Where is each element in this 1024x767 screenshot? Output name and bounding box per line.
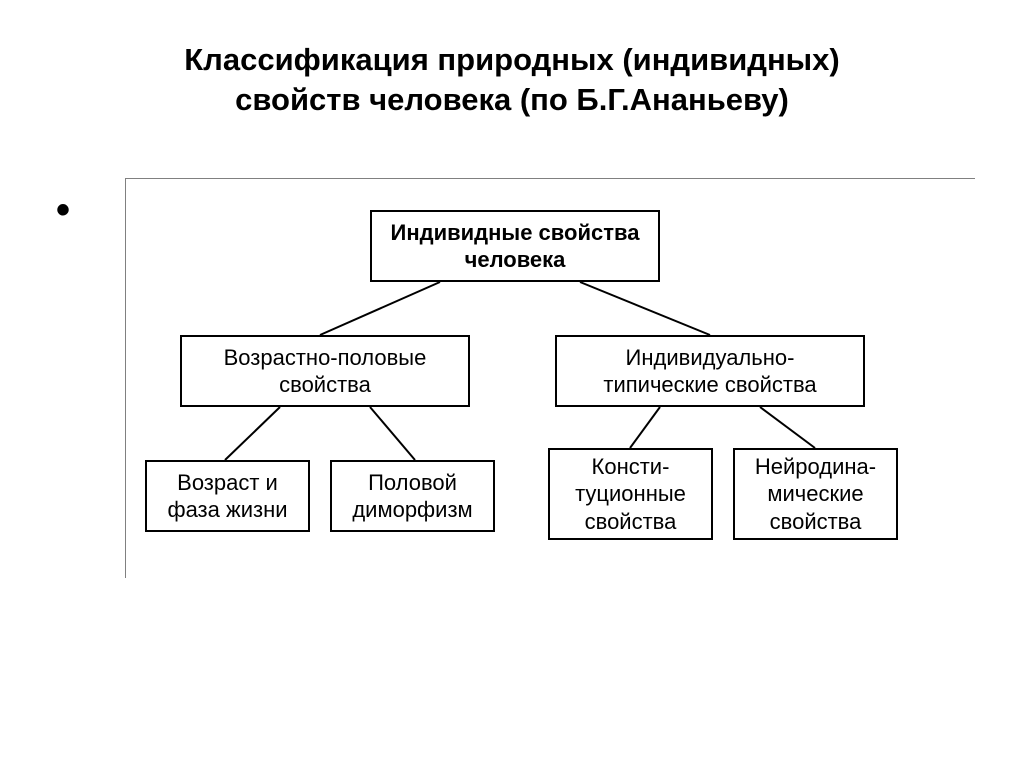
node-phase: Возраст ифаза жизни (145, 460, 310, 532)
node-label-konst: Консти-туционныесвойства (575, 453, 686, 536)
edge-root-ind (580, 282, 710, 335)
node-konst: Консти-туционныесвойства (548, 448, 713, 540)
node-ind: Индивидуально-типические свойства (555, 335, 865, 407)
node-label-dimo: Половойдиморфизм (352, 469, 472, 524)
node-label-root: Индивидные свойствачеловека (391, 219, 640, 274)
node-label-age: Возрастно-половыесвойства (224, 344, 427, 399)
node-dimo: Половойдиморфизм (330, 460, 495, 532)
node-age: Возрастно-половыесвойства (180, 335, 470, 407)
node-neuro: Нейродина-мическиесвойства (733, 448, 898, 540)
edge-root-age (320, 282, 440, 335)
node-root: Индивидные свойствачеловека (370, 210, 660, 282)
node-label-phase: Возраст ифаза жизни (167, 469, 287, 524)
node-label-neuro: Нейродина-мическиесвойства (755, 453, 876, 536)
node-label-ind: Индивидуально-типические свойства (603, 344, 816, 399)
tree-diagram: Индивидные свойствачеловека Возрастно-пол… (0, 0, 1024, 767)
edge-ind-konst (630, 407, 660, 448)
edge-ind-neuro (760, 407, 815, 448)
connector-lines (0, 0, 1024, 767)
edge-age-phase (225, 407, 280, 460)
edge-age-dimo (370, 407, 415, 460)
